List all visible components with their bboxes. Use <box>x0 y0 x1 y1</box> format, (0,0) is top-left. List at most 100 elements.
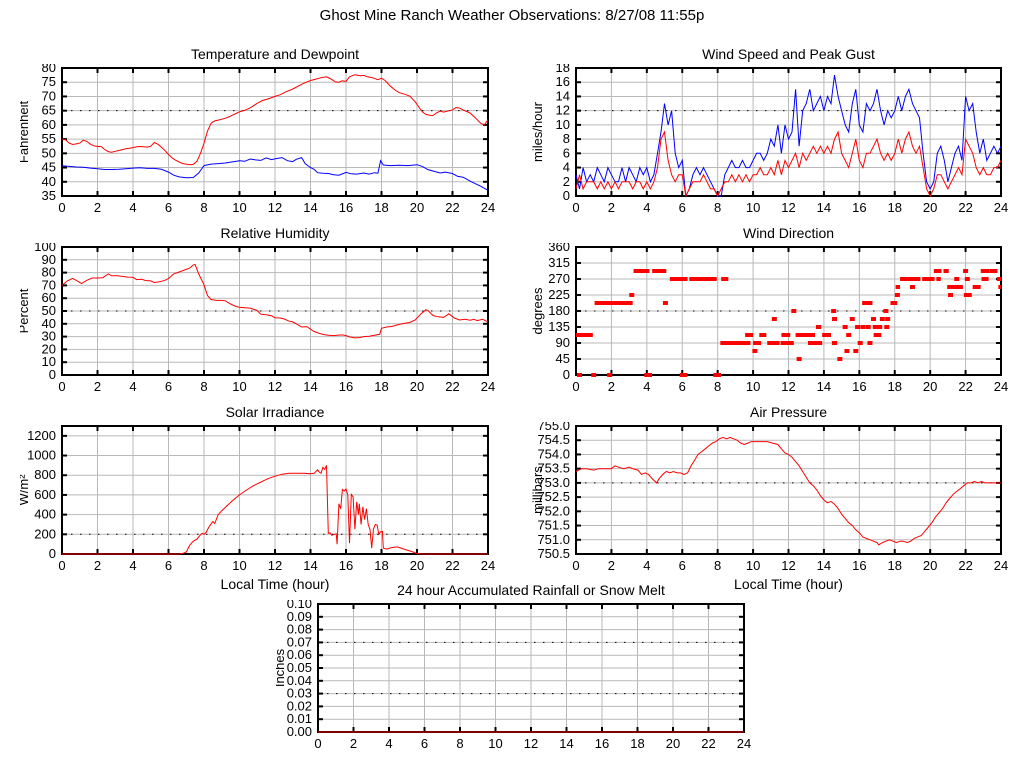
svg-text:45: 45 <box>556 351 570 366</box>
svg-text:6: 6 <box>679 200 686 215</box>
svg-text:0: 0 <box>572 558 579 573</box>
svg-text:360: 360 <box>548 243 570 254</box>
svg-text:600: 600 <box>34 487 56 502</box>
svg-text:55: 55 <box>42 131 56 146</box>
svg-text:8: 8 <box>456 736 463 751</box>
svg-text:12: 12 <box>268 200 282 215</box>
svg-text:10: 10 <box>232 558 246 573</box>
svg-text:10: 10 <box>746 200 760 215</box>
grid-lines <box>62 68 488 196</box>
svg-text:50: 50 <box>42 303 56 318</box>
svg-text:24: 24 <box>994 200 1008 215</box>
tick-labels: 0 2 4 6 8 10 12 14 16 18 20 22 240.000.010.020.030.0… <box>287 600 752 751</box>
chart-air-pressure: Air Pressure 0 2 4 6 8 10 12 14 16 18 20 22 24 750.5 7… <box>522 404 1024 600</box>
series-wind-speed <box>575 130 1002 198</box>
svg-text:8: 8 <box>200 200 207 215</box>
svg-text:24: 24 <box>481 379 495 394</box>
svg-text:8: 8 <box>200 379 207 394</box>
svg-text:16: 16 <box>852 558 866 573</box>
series-solar-irradiance <box>62 465 488 555</box>
svg-text:60: 60 <box>42 117 56 132</box>
svg-text:4: 4 <box>385 736 392 751</box>
chart-title: Solar Irradiance <box>225 404 325 420</box>
svg-text:4: 4 <box>129 379 136 394</box>
svg-text:0.02: 0.02 <box>287 698 312 713</box>
svg-text:22: 22 <box>958 379 972 394</box>
svg-text:4: 4 <box>129 200 136 215</box>
svg-text:16: 16 <box>339 379 353 394</box>
svg-text:8: 8 <box>714 558 721 573</box>
y-axis-label: Fahrenheit <box>20 101 31 164</box>
svg-text:0: 0 <box>58 200 65 215</box>
svg-text:752.5: 752.5 <box>537 489 570 504</box>
svg-text:180: 180 <box>548 303 570 318</box>
svg-text:20: 20 <box>410 379 424 394</box>
axis-ticks <box>575 425 1002 555</box>
chart-canvas: 0 2 4 6 8 10 12 14 16 18 20 22 240102030405060708090… <box>20 243 495 394</box>
tick-labels: 0 2 4 6 8 10 12 14 16 18 20 22 243540455055606570758… <box>42 64 496 215</box>
svg-text:135: 135 <box>548 319 570 334</box>
svg-text:0.05: 0.05 <box>287 660 312 675</box>
chart-wind-speed-gust: Wind Speed and Peak Gust 0 2 4 6 8 10 12 14 16 18… <box>522 46 1024 222</box>
svg-text:24: 24 <box>481 558 495 573</box>
chart-canvas: 0 2 4 6 8 10 12 14 16 18 20 22 24024681012141618mile… <box>530 64 1009 215</box>
svg-text:8: 8 <box>563 131 570 146</box>
svg-text:20: 20 <box>923 558 937 573</box>
svg-text:10: 10 <box>42 354 56 369</box>
svg-text:0: 0 <box>572 200 579 215</box>
svg-text:10: 10 <box>746 379 760 394</box>
chart-title: Wind Speed and Peak Gust <box>702 46 875 62</box>
grid-lines <box>576 247 1001 375</box>
svg-text:4: 4 <box>129 558 136 573</box>
svg-text:50: 50 <box>42 145 56 160</box>
svg-text:8: 8 <box>200 558 207 573</box>
y-axis-label: degrees <box>530 287 545 334</box>
svg-text:2: 2 <box>94 379 101 394</box>
svg-text:754.0: 754.0 <box>537 446 570 461</box>
tick-labels: 0 2 4 6 8 10 12 14 16 18 20 22 240459013518022527031… <box>548 243 1008 394</box>
chart-relative-humidity: Relative Humidity 0 2 4 6 8 10 12 14 16 18 20 22 24 0… <box>20 225 510 401</box>
chart-wind-direction: Wind Direction 0 2 4 6 8 10 12 14 16 18 20 22 24 0 45 9… <box>522 225 1024 401</box>
svg-text:753.0: 753.0 <box>537 475 570 490</box>
svg-text:2: 2 <box>94 200 101 215</box>
chart-canvas: 0 2 4 6 8 10 12 14 16 18 20 22 240200400600800100012… <box>20 425 495 573</box>
svg-text:315: 315 <box>548 255 570 270</box>
svg-text:14: 14 <box>303 379 317 394</box>
svg-text:2: 2 <box>563 174 570 189</box>
svg-text:10: 10 <box>746 558 760 573</box>
chart-canvas: 0 2 4 6 8 10 12 14 16 18 20 22 24750.5751.0751.5752.… <box>530 422 1008 573</box>
svg-text:1200: 1200 <box>27 428 56 443</box>
svg-text:16: 16 <box>556 74 570 89</box>
svg-text:20: 20 <box>42 341 56 356</box>
svg-text:65: 65 <box>42 103 56 118</box>
svg-text:35: 35 <box>42 188 56 203</box>
svg-text:10: 10 <box>232 200 246 215</box>
svg-text:6: 6 <box>679 558 686 573</box>
svg-text:0: 0 <box>49 367 56 382</box>
svg-text:18: 18 <box>556 64 570 75</box>
svg-text:20: 20 <box>666 736 680 751</box>
chart-title: 24 hour Accumulated Rainfall or Snow Mel… <box>397 582 665 598</box>
svg-text:0: 0 <box>49 546 56 561</box>
svg-text:0.08: 0.08 <box>287 622 312 637</box>
svg-text:12: 12 <box>781 558 795 573</box>
chart-solar-irradiance: Solar Irradiance 0 2 4 6 8 10 12 14 16 18 20 22 24 0 2… <box>20 404 510 600</box>
series-relative-humidity <box>61 263 489 339</box>
svg-text:10: 10 <box>556 117 570 132</box>
svg-text:16: 16 <box>852 200 866 215</box>
y-axis-label: Percent <box>20 288 31 333</box>
series-peak-gust <box>575 75 1002 198</box>
svg-text:22: 22 <box>701 736 715 751</box>
svg-text:800: 800 <box>34 467 56 482</box>
svg-text:2: 2 <box>94 558 101 573</box>
svg-text:6: 6 <box>165 379 172 394</box>
svg-text:80: 80 <box>42 265 56 280</box>
axis-ticks <box>61 426 489 555</box>
tick-labels: 0 2 4 6 8 10 12 14 16 18 20 22 24750.5751.0751.5752.… <box>537 422 1008 573</box>
y-axis-label: miles/hour <box>530 101 545 162</box>
svg-text:16: 16 <box>852 379 866 394</box>
svg-text:750.5: 750.5 <box>537 546 570 561</box>
svg-text:80: 80 <box>42 64 56 75</box>
svg-text:12: 12 <box>781 200 795 215</box>
